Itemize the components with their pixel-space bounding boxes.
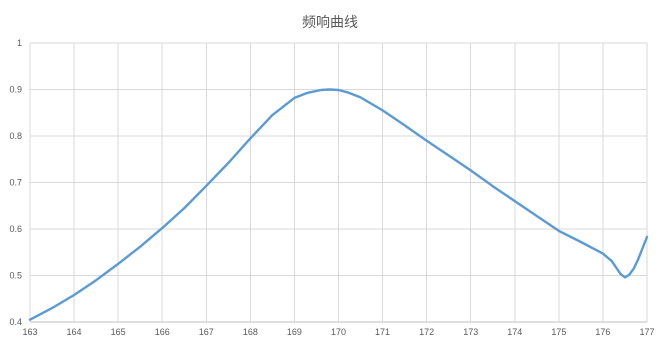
x-tick-label: 171 (375, 327, 390, 337)
x-tick-label: 163 (22, 327, 37, 337)
x-tick-label: 175 (551, 327, 566, 337)
y-tick-label: 0.9 (9, 85, 22, 95)
chart-title: 频响曲线 (302, 15, 358, 31)
x-tick-label: 174 (507, 327, 522, 337)
x-tick-label: 176 (595, 327, 610, 337)
y-axis-ticks: 0.4 0.5 0.6 0.7 0.8 0.9 1 (9, 38, 22, 327)
x-tick-label: 164 (67, 327, 82, 337)
y-tick-label: 1 (17, 38, 22, 48)
x-tick-label: 167 (199, 327, 214, 337)
x-tick-label: 170 (331, 327, 346, 337)
x-tick-label: 173 (463, 327, 478, 337)
y-tick-label: 0.5 (9, 271, 22, 281)
x-tick-label: 172 (419, 327, 434, 337)
x-tick-label: 168 (243, 327, 258, 337)
y-tick-label: 0.7 (9, 178, 22, 188)
x-tick-label: 169 (287, 327, 302, 337)
y-tick-label: 0.4 (9, 317, 22, 327)
series-line (28, 88, 649, 321)
series-layer (28, 88, 649, 321)
x-tick-label: 166 (155, 327, 170, 337)
grid (29, 42, 648, 323)
x-axis-ticks: 163 164 165 166 167 168 169 170 171 172 173 174 175 1… (22, 327, 654, 337)
y-tick-label: 0.8 (9, 131, 22, 141)
x-tick-label: 177 (639, 327, 654, 337)
x-tick-label: 165 (111, 327, 126, 337)
y-tick-label: 0.6 (9, 224, 22, 234)
